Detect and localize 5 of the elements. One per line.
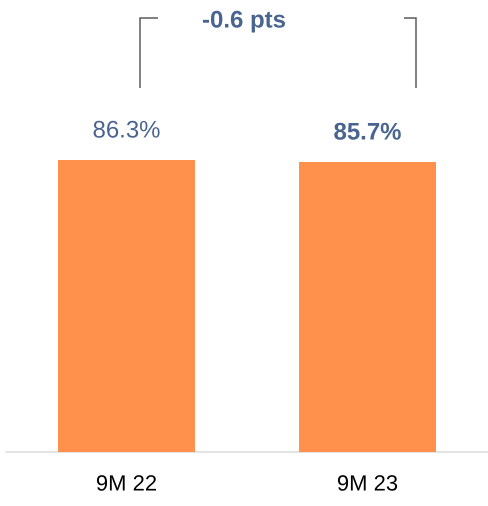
- data-label: 86.3%: [92, 116, 161, 144]
- x-tick-label: 9M 22: [96, 470, 158, 496]
- x-tick-label: 9M 23: [336, 470, 398, 496]
- data-label: 85.7%: [333, 118, 402, 146]
- text: -0.6 pts: [202, 6, 286, 34]
